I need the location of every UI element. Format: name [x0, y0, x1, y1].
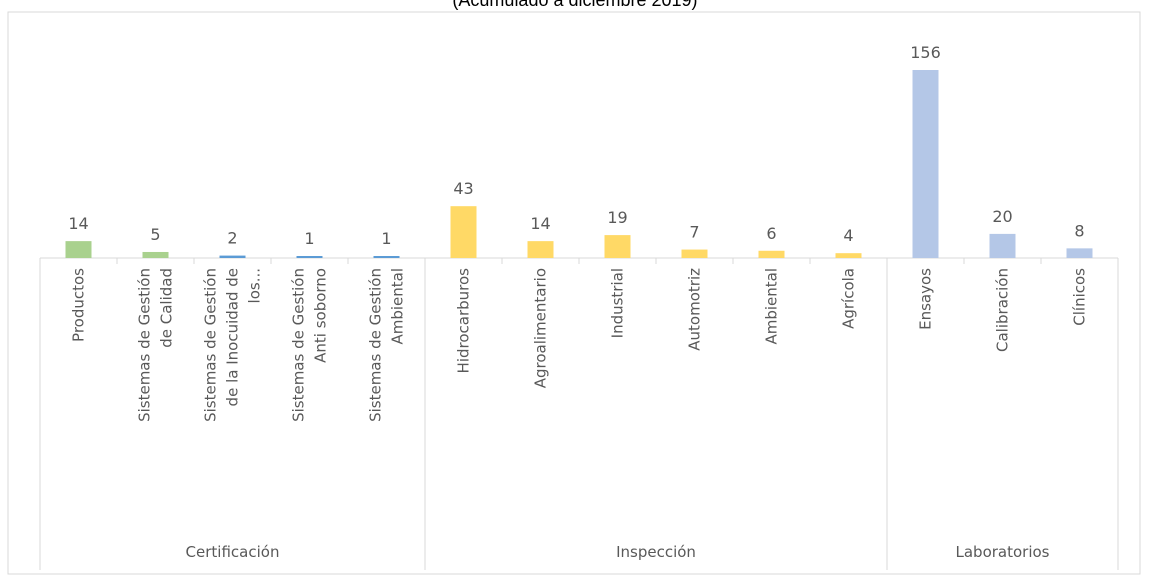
category-label: Industrial — [609, 268, 627, 338]
bar — [219, 255, 246, 258]
bar — [65, 241, 92, 258]
bar — [604, 235, 631, 258]
bar — [758, 250, 785, 258]
category-label: Sistemas de Gestión de la Inocuidad de los… — [202, 268, 264, 422]
group-label: Certificación — [186, 543, 280, 561]
group-label: Inspección — [616, 543, 696, 561]
data-label: 5 — [150, 225, 160, 244]
category-label: Ensayos — [917, 268, 935, 330]
category-label: Sistemas de Gestión de Calidad — [136, 268, 176, 422]
category-label: Automotriz — [686, 268, 704, 351]
bar — [681, 249, 708, 258]
group-label: Laboratorios — [956, 543, 1050, 561]
chart-title: (Acumulado a diciembre 2019) — [452, 0, 698, 10]
bar — [1066, 248, 1093, 258]
data-label: 8 — [1074, 221, 1084, 240]
data-label: 19 — [607, 208, 627, 227]
bar — [527, 241, 554, 258]
data-label: 1 — [304, 229, 314, 248]
category-label: Agrícola — [840, 268, 858, 329]
bar — [912, 70, 939, 258]
data-label: 7 — [689, 223, 699, 242]
category-label: Agroalimentario — [532, 268, 550, 388]
bar — [450, 206, 477, 258]
data-label: 6 — [766, 224, 776, 243]
data-label: 43 — [453, 179, 473, 198]
plot-frame — [7, 11, 1141, 575]
bar — [296, 256, 323, 258]
data-label: 14 — [68, 214, 88, 233]
bar — [989, 233, 1016, 258]
data-label: 1 — [381, 229, 391, 248]
category-label: Sistemas de Gestión Anti soborno — [290, 268, 330, 422]
bar — [373, 256, 400, 258]
data-label: 156 — [910, 43, 941, 62]
category-label: Sistemas de Gestión Ambiental — [367, 268, 407, 422]
category-label: Hidrocarburos — [455, 268, 473, 374]
data-label: 20 — [992, 207, 1012, 226]
data-label: 4 — [843, 226, 853, 245]
category-label: Clínicos — [1071, 268, 1089, 326]
data-label: 14 — [530, 214, 550, 233]
data-label: 2 — [227, 229, 237, 248]
category-label: Calibración — [994, 268, 1012, 352]
category-label: Ambiental — [763, 268, 781, 345]
bar — [835, 253, 862, 258]
category-label: Productos — [70, 268, 88, 342]
bar — [142, 251, 169, 258]
